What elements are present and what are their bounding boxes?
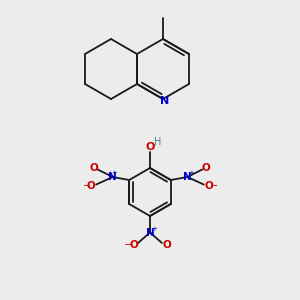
Text: +: +: [151, 226, 157, 232]
Text: +: +: [111, 170, 117, 176]
Text: H: H: [154, 136, 161, 147]
Text: N: N: [146, 227, 154, 238]
Text: N: N: [183, 172, 192, 182]
Text: O: O: [90, 163, 98, 173]
Text: O: O: [162, 240, 171, 250]
Text: O: O: [129, 240, 138, 250]
Text: N: N: [108, 172, 117, 182]
Text: O: O: [86, 181, 95, 191]
Text: −: −: [82, 181, 91, 191]
Text: O: O: [205, 181, 214, 191]
Text: −: −: [210, 181, 218, 191]
Text: N: N: [160, 95, 169, 106]
Text: O: O: [145, 142, 155, 152]
Text: O: O: [202, 163, 210, 173]
Text: −: −: [124, 240, 133, 250]
Text: +: +: [188, 170, 194, 176]
